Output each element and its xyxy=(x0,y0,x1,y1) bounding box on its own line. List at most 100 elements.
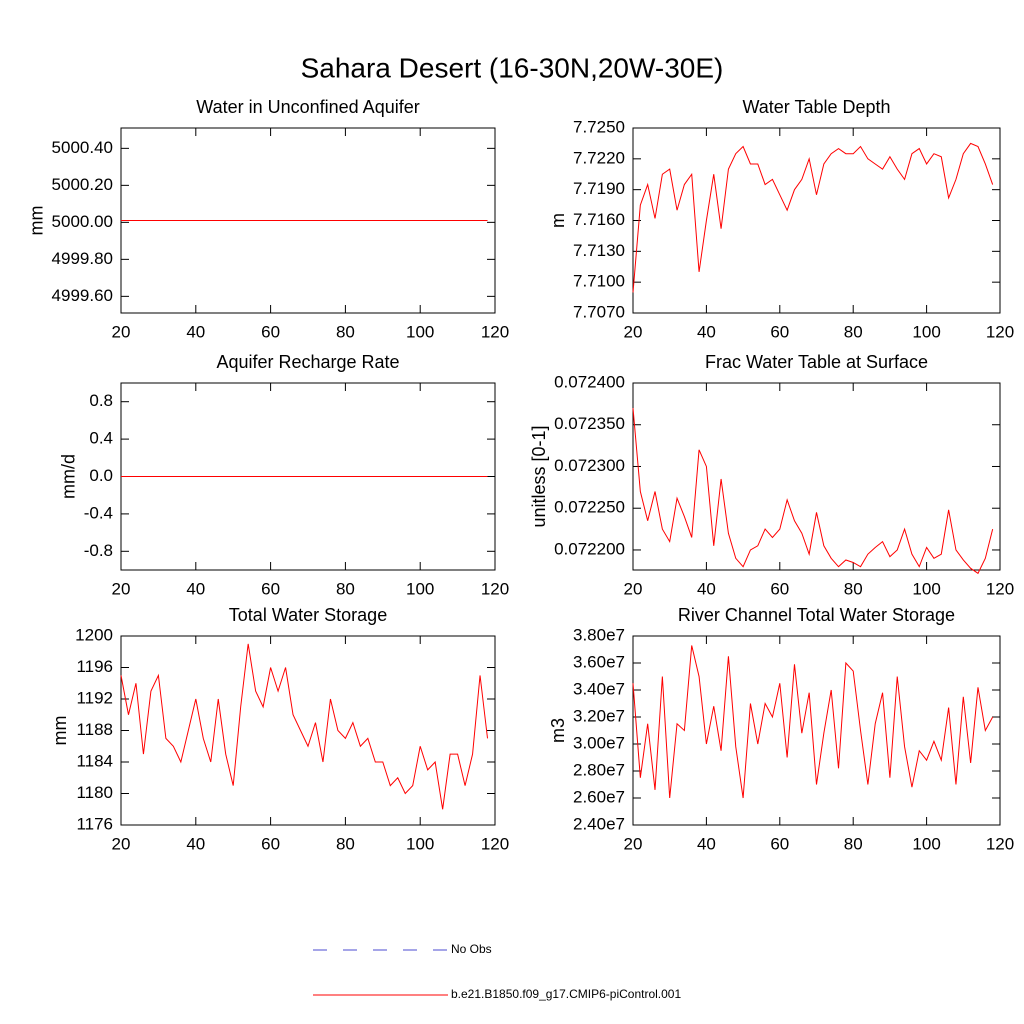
y-tick-label: 0.072300 xyxy=(554,456,625,475)
x-tick-label: 100 xyxy=(912,579,940,598)
y-tick-label: 1176 xyxy=(76,814,113,833)
y-tick-label: 1192 xyxy=(76,688,113,707)
x-tick-label: 120 xyxy=(481,834,509,853)
y-tick-label: 3.80e7 xyxy=(573,625,625,644)
y-tick-label: 0.0 xyxy=(89,466,113,485)
y-tick-label: 0.072200 xyxy=(554,539,625,558)
data-line xyxy=(632,645,994,799)
x-tick-label: 80 xyxy=(336,579,355,598)
y-tick-label: 4999.80 xyxy=(52,249,113,268)
y-axis-label: mm xyxy=(26,206,46,236)
y-tick-label: 0.072250 xyxy=(554,498,625,517)
plot-frame xyxy=(632,382,1001,571)
x-tick-label: 100 xyxy=(912,834,940,853)
y-tick-label: 1200 xyxy=(75,625,113,644)
x-tick-label: 80 xyxy=(336,834,355,853)
panel-title: Water Table Depth xyxy=(742,97,890,117)
y-tick-label: 1188 xyxy=(76,720,113,739)
y-axis-label: m3 xyxy=(548,718,568,743)
y-tick-label: 2.40e7 xyxy=(573,814,625,833)
y-tick-label: 0.8 xyxy=(89,391,113,410)
y-tick-label: 0.072350 xyxy=(554,414,625,433)
panel-title: Total Water Storage xyxy=(229,605,387,625)
y-tick-label: 7.7220 xyxy=(573,148,625,167)
x-tick-label: 100 xyxy=(406,579,434,598)
x-tick-label: 40 xyxy=(186,579,205,598)
y-tick-label: 1196 xyxy=(76,657,113,676)
y-tick-label: 7.7160 xyxy=(573,210,625,229)
x-tick-label: 120 xyxy=(481,579,509,598)
panel: Water Table Depth 20 40 60 80 100 120 7.7070 7.7… xyxy=(548,97,1014,342)
y-tick-label: 3.60e7 xyxy=(573,652,625,671)
x-tick-label: 80 xyxy=(844,579,863,598)
x-tick-label: 20 xyxy=(112,322,131,341)
x-tick-label: 80 xyxy=(844,834,863,853)
y-tick-label: 3.40e7 xyxy=(573,679,625,698)
x-tick-label: 40 xyxy=(697,579,716,598)
y-axis-label: mm xyxy=(50,716,70,746)
y-tick-label: 7.7070 xyxy=(573,302,625,321)
y-tick-label: 5000.00 xyxy=(52,212,113,231)
plot-frame xyxy=(632,635,1001,826)
x-tick-label: 60 xyxy=(261,579,280,598)
x-tick-label: 100 xyxy=(406,834,434,853)
panel-title: River Channel Total Water Storage xyxy=(678,605,955,625)
data-line xyxy=(632,408,994,575)
y-tick-label: 5000.20 xyxy=(52,175,113,194)
panel: Total Water Storage 20 40 60 80 100 120 1176 118… xyxy=(50,605,509,854)
figure-title: Sahara Desert (16-30N,20W-30E) xyxy=(301,52,724,83)
legend-label: No Obs xyxy=(451,942,492,956)
panel: River Channel Total Water Storage 20 40 60 8… xyxy=(548,605,1014,854)
x-tick-label: 60 xyxy=(261,322,280,341)
y-tick-label: 3.00e7 xyxy=(573,733,625,752)
x-tick-label: 80 xyxy=(844,322,863,341)
x-tick-label: 120 xyxy=(986,579,1014,598)
y-tick-label: 7.7250 xyxy=(573,117,625,136)
y-tick-label: 4999.60 xyxy=(52,286,113,305)
y-tick-label: -0.4 xyxy=(84,503,113,522)
y-axis-label: m xyxy=(548,213,568,228)
x-tick-label: 20 xyxy=(112,834,131,853)
x-tick-label: 20 xyxy=(112,579,131,598)
x-tick-label: 40 xyxy=(697,322,716,341)
x-tick-label: 20 xyxy=(624,322,643,341)
x-tick-label: 20 xyxy=(624,834,643,853)
y-tick-label: 7.7100 xyxy=(573,272,625,291)
y-tick-label: 2.80e7 xyxy=(573,760,625,779)
y-tick-label: 1180 xyxy=(76,783,113,802)
x-tick-label: 20 xyxy=(624,579,643,598)
x-tick-label: 40 xyxy=(186,322,205,341)
panel-title: Water in Unconfined Aquifer xyxy=(196,97,419,117)
y-tick-label: 1184 xyxy=(76,751,113,770)
x-tick-label: 60 xyxy=(770,322,789,341)
x-tick-label: 60 xyxy=(770,834,789,853)
y-tick-label: 5000.40 xyxy=(52,138,113,157)
x-tick-label: 60 xyxy=(261,834,280,853)
y-tick-label: 0.072400 xyxy=(554,372,625,391)
x-tick-label: 80 xyxy=(336,322,355,341)
x-tick-label: 40 xyxy=(186,834,205,853)
x-tick-label: 100 xyxy=(406,322,434,341)
y-tick-label: 2.60e7 xyxy=(573,787,625,806)
y-tick-label: 0.4 xyxy=(89,429,113,448)
data-line xyxy=(120,643,489,810)
y-tick-label: 7.7190 xyxy=(573,179,625,198)
y-tick-label: -0.8 xyxy=(84,541,113,560)
panel-title: Aquifer Recharge Rate xyxy=(216,352,399,372)
x-tick-label: 120 xyxy=(481,322,509,341)
x-tick-label: 40 xyxy=(697,834,716,853)
y-tick-label: 3.20e7 xyxy=(573,706,625,725)
y-axis-label: mm/d xyxy=(58,454,78,499)
panel: Aquifer Recharge Rate 20 40 60 80 100 120 -0.8 -… xyxy=(58,352,509,599)
data-line xyxy=(632,142,994,293)
panel: Frac Water Table at Surface 20 40 60 80 100 12… xyxy=(529,352,1014,599)
x-tick-label: 120 xyxy=(986,834,1014,853)
y-tick-label: 7.7130 xyxy=(573,241,625,260)
legend-label: b.e21.B1850.f09_g17.CMIP6-piControl.001 xyxy=(451,987,681,1001)
x-tick-label: 100 xyxy=(912,322,940,341)
y-axis-label: unitless [0-1] xyxy=(529,425,549,527)
panel: Water in Unconfined Aquifer 20 40 60 80 100 12… xyxy=(26,97,509,342)
x-tick-label: 60 xyxy=(770,579,789,598)
